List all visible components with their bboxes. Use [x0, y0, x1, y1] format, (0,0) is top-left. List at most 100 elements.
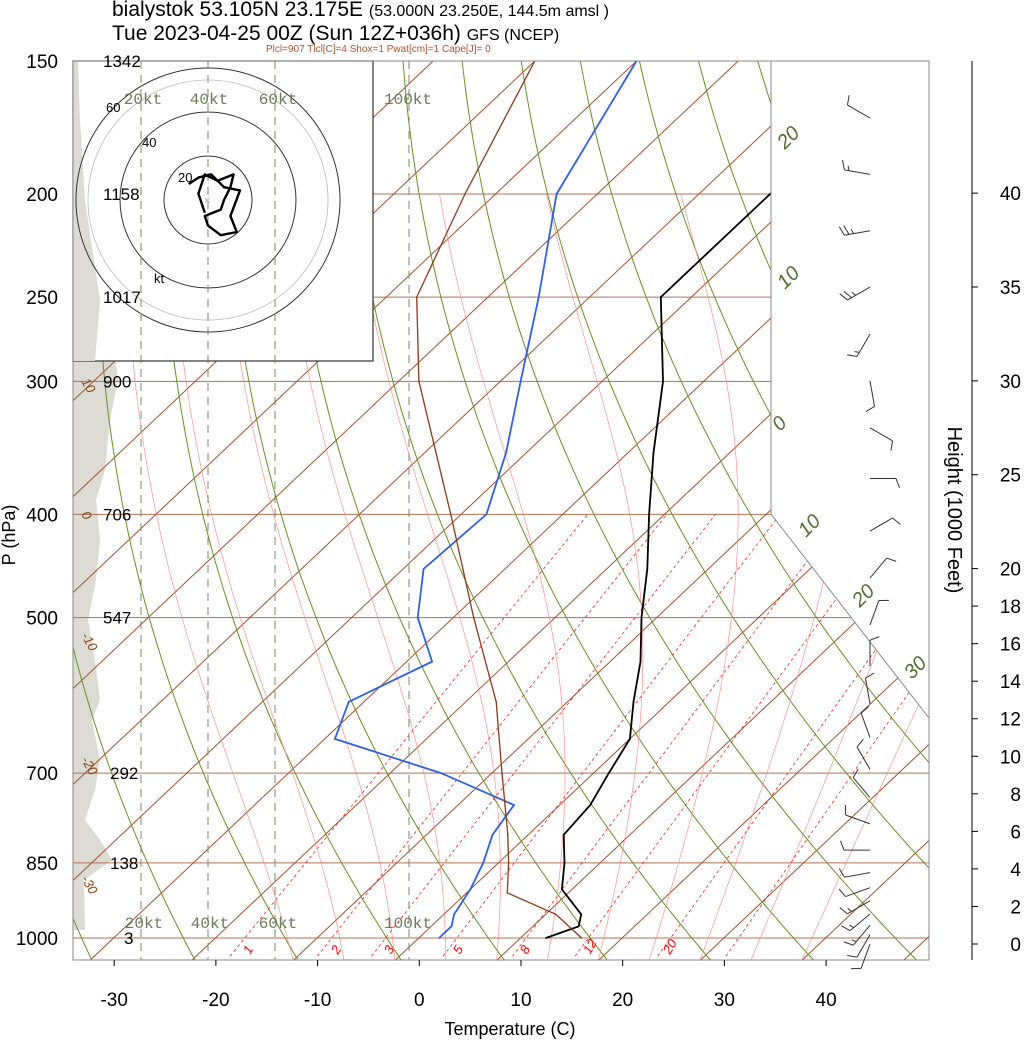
pressure-tick-label: 200 — [26, 185, 58, 206]
isotherm-line — [191, 264, 929, 960]
temperature-point — [608, 772, 610, 774]
temp-tick-label: -30 — [100, 990, 127, 1011]
temperature-point — [629, 738, 631, 740]
parcel-point — [495, 701, 498, 703]
height-tick-label: 0 — [1010, 935, 1021, 956]
height-tick-label: 18 — [1000, 597, 1021, 618]
wind-barb-feather — [886, 557, 897, 562]
wind-guide-label-bottom: 100kt — [384, 915, 432, 933]
wind-barb-feather — [843, 225, 850, 235]
dewpoint-point — [431, 660, 433, 663]
wind-barb-feather — [839, 907, 848, 915]
mixing-ratio-label: 20 — [659, 936, 680, 958]
wind-barb-staff — [864, 678, 871, 704]
height-dam-label: 1158 — [103, 185, 140, 204]
parcel-indices: Plcl=907 Tlcl[C]=4 Shox=1 Pwat[cm]=1 Cap… — [266, 44, 491, 55]
mixing-ratio-line — [442, 514, 781, 957]
temperature-point — [652, 451, 655, 454]
title-location-detail: (53.000N 23.250E, 144.5m amsl ) — [368, 3, 609, 20]
moist-adiabat-line — [223, 193, 396, 960]
dewpoint-point — [519, 380, 522, 383]
wind-guide-label-bottom: 20kt — [125, 915, 163, 933]
wind-barb-staff — [869, 557, 888, 579]
pressure-tick-label: 700 — [26, 764, 58, 785]
wind-guide-label-top: 60kt — [259, 91, 297, 109]
wind-barb-staff — [852, 924, 871, 946]
isotherm-line — [73, 61, 638, 594]
parcel-point — [554, 913, 557, 916]
right-axis-label: Height (1000 Feet) — [943, 427, 965, 594]
x-axis-label: Temperature (C) — [444, 1019, 575, 1039]
moist-adiabat-line — [282, 193, 446, 960]
hodograph-unit-label: kt — [154, 271, 165, 286]
wind-barb-feather — [850, 229, 855, 234]
height-tick-label: 12 — [1000, 710, 1021, 731]
hodograph-trace — [188, 173, 242, 237]
hodograph-shade — [73, 61, 100, 361]
wind-barb — [856, 738, 871, 770]
wind-barb — [844, 804, 871, 825]
dry-adiabat-line — [638, 61, 929, 657]
temp-tick-label: 10 — [510, 990, 531, 1011]
wind-barb-feather — [849, 924, 854, 929]
temp-tick-label: 40 — [816, 990, 837, 1011]
wind-barb-staff — [856, 934, 871, 958]
isotherm-line — [699, 743, 929, 960]
height-tick-label: 8 — [1010, 785, 1021, 806]
height-dam-label: 1017 — [103, 288, 141, 307]
dewpoint-point — [438, 937, 440, 939]
title-valid-time: Tue 2023-04-25 00Z (Sun 12Z+036h) — [112, 22, 461, 45]
dry-adiabat-line — [73, 645, 196, 960]
wind-barb — [869, 517, 901, 532]
dewpoint-point — [334, 738, 336, 740]
moist-adiabat-line — [648, 193, 739, 960]
height-tick-label: 14 — [1000, 672, 1022, 693]
mixing-ratio-line — [512, 514, 843, 957]
wind-barb-feather — [860, 706, 870, 714]
dewpoint-point — [485, 513, 488, 516]
temperature-point — [659, 296, 662, 298]
pressure-tick-label: 1000 — [16, 929, 58, 950]
parcel-point — [464, 193, 466, 195]
wind-barb-feather — [843, 941, 854, 946]
temp-tick-label: -20 — [202, 990, 229, 1011]
wind-barb — [869, 427, 894, 451]
wind-barb-feather — [851, 939, 857, 943]
wind-barb — [870, 477, 901, 489]
wind-barb — [838, 887, 871, 898]
mixing-ratio-label: 8 — [517, 942, 534, 956]
wind-barb-feather — [839, 293, 848, 301]
dewpoint-point — [422, 568, 425, 570]
wind-barb — [860, 706, 871, 738]
temperature-point — [545, 937, 547, 939]
temperature-point — [632, 701, 635, 703]
y-axis-label: P (hPa) — [0, 505, 19, 566]
wind-barb-staff — [869, 600, 880, 626]
mixing-ratio-label: 2 — [327, 942, 344, 957]
height-dam-label: 900 — [103, 372, 131, 391]
pressure-tick-label: 250 — [26, 288, 58, 309]
temperature-point — [640, 616, 643, 619]
wind-guide-label-top: 100kt — [384, 91, 432, 109]
plot-frame — [72, 60, 930, 961]
wind-barb-feather — [843, 290, 852, 299]
hodograph-ring-label: 20 — [178, 170, 192, 185]
wind-barb-staff — [860, 943, 871, 969]
wind-guide-label-top: 20kt — [124, 91, 162, 109]
hodograph-ring-label: 60 — [106, 100, 120, 115]
wind-barb — [842, 159, 871, 175]
temperature-point — [589, 804, 592, 806]
isotherm-line — [598, 647, 929, 960]
dry-adiabat-line — [97, 61, 299, 960]
wind-barb — [864, 672, 875, 704]
dry-adiabat-line — [402, 61, 815, 960]
parcel-point — [501, 772, 503, 774]
isotherm-line — [496, 551, 929, 960]
moist-adiabat-line — [171, 193, 345, 960]
temperature-point — [563, 862, 566, 864]
parcel-point — [580, 937, 583, 939]
temperature-point — [580, 913, 583, 916]
dewpoint-point — [513, 804, 515, 806]
height-tick-label: 30 — [1000, 372, 1021, 393]
